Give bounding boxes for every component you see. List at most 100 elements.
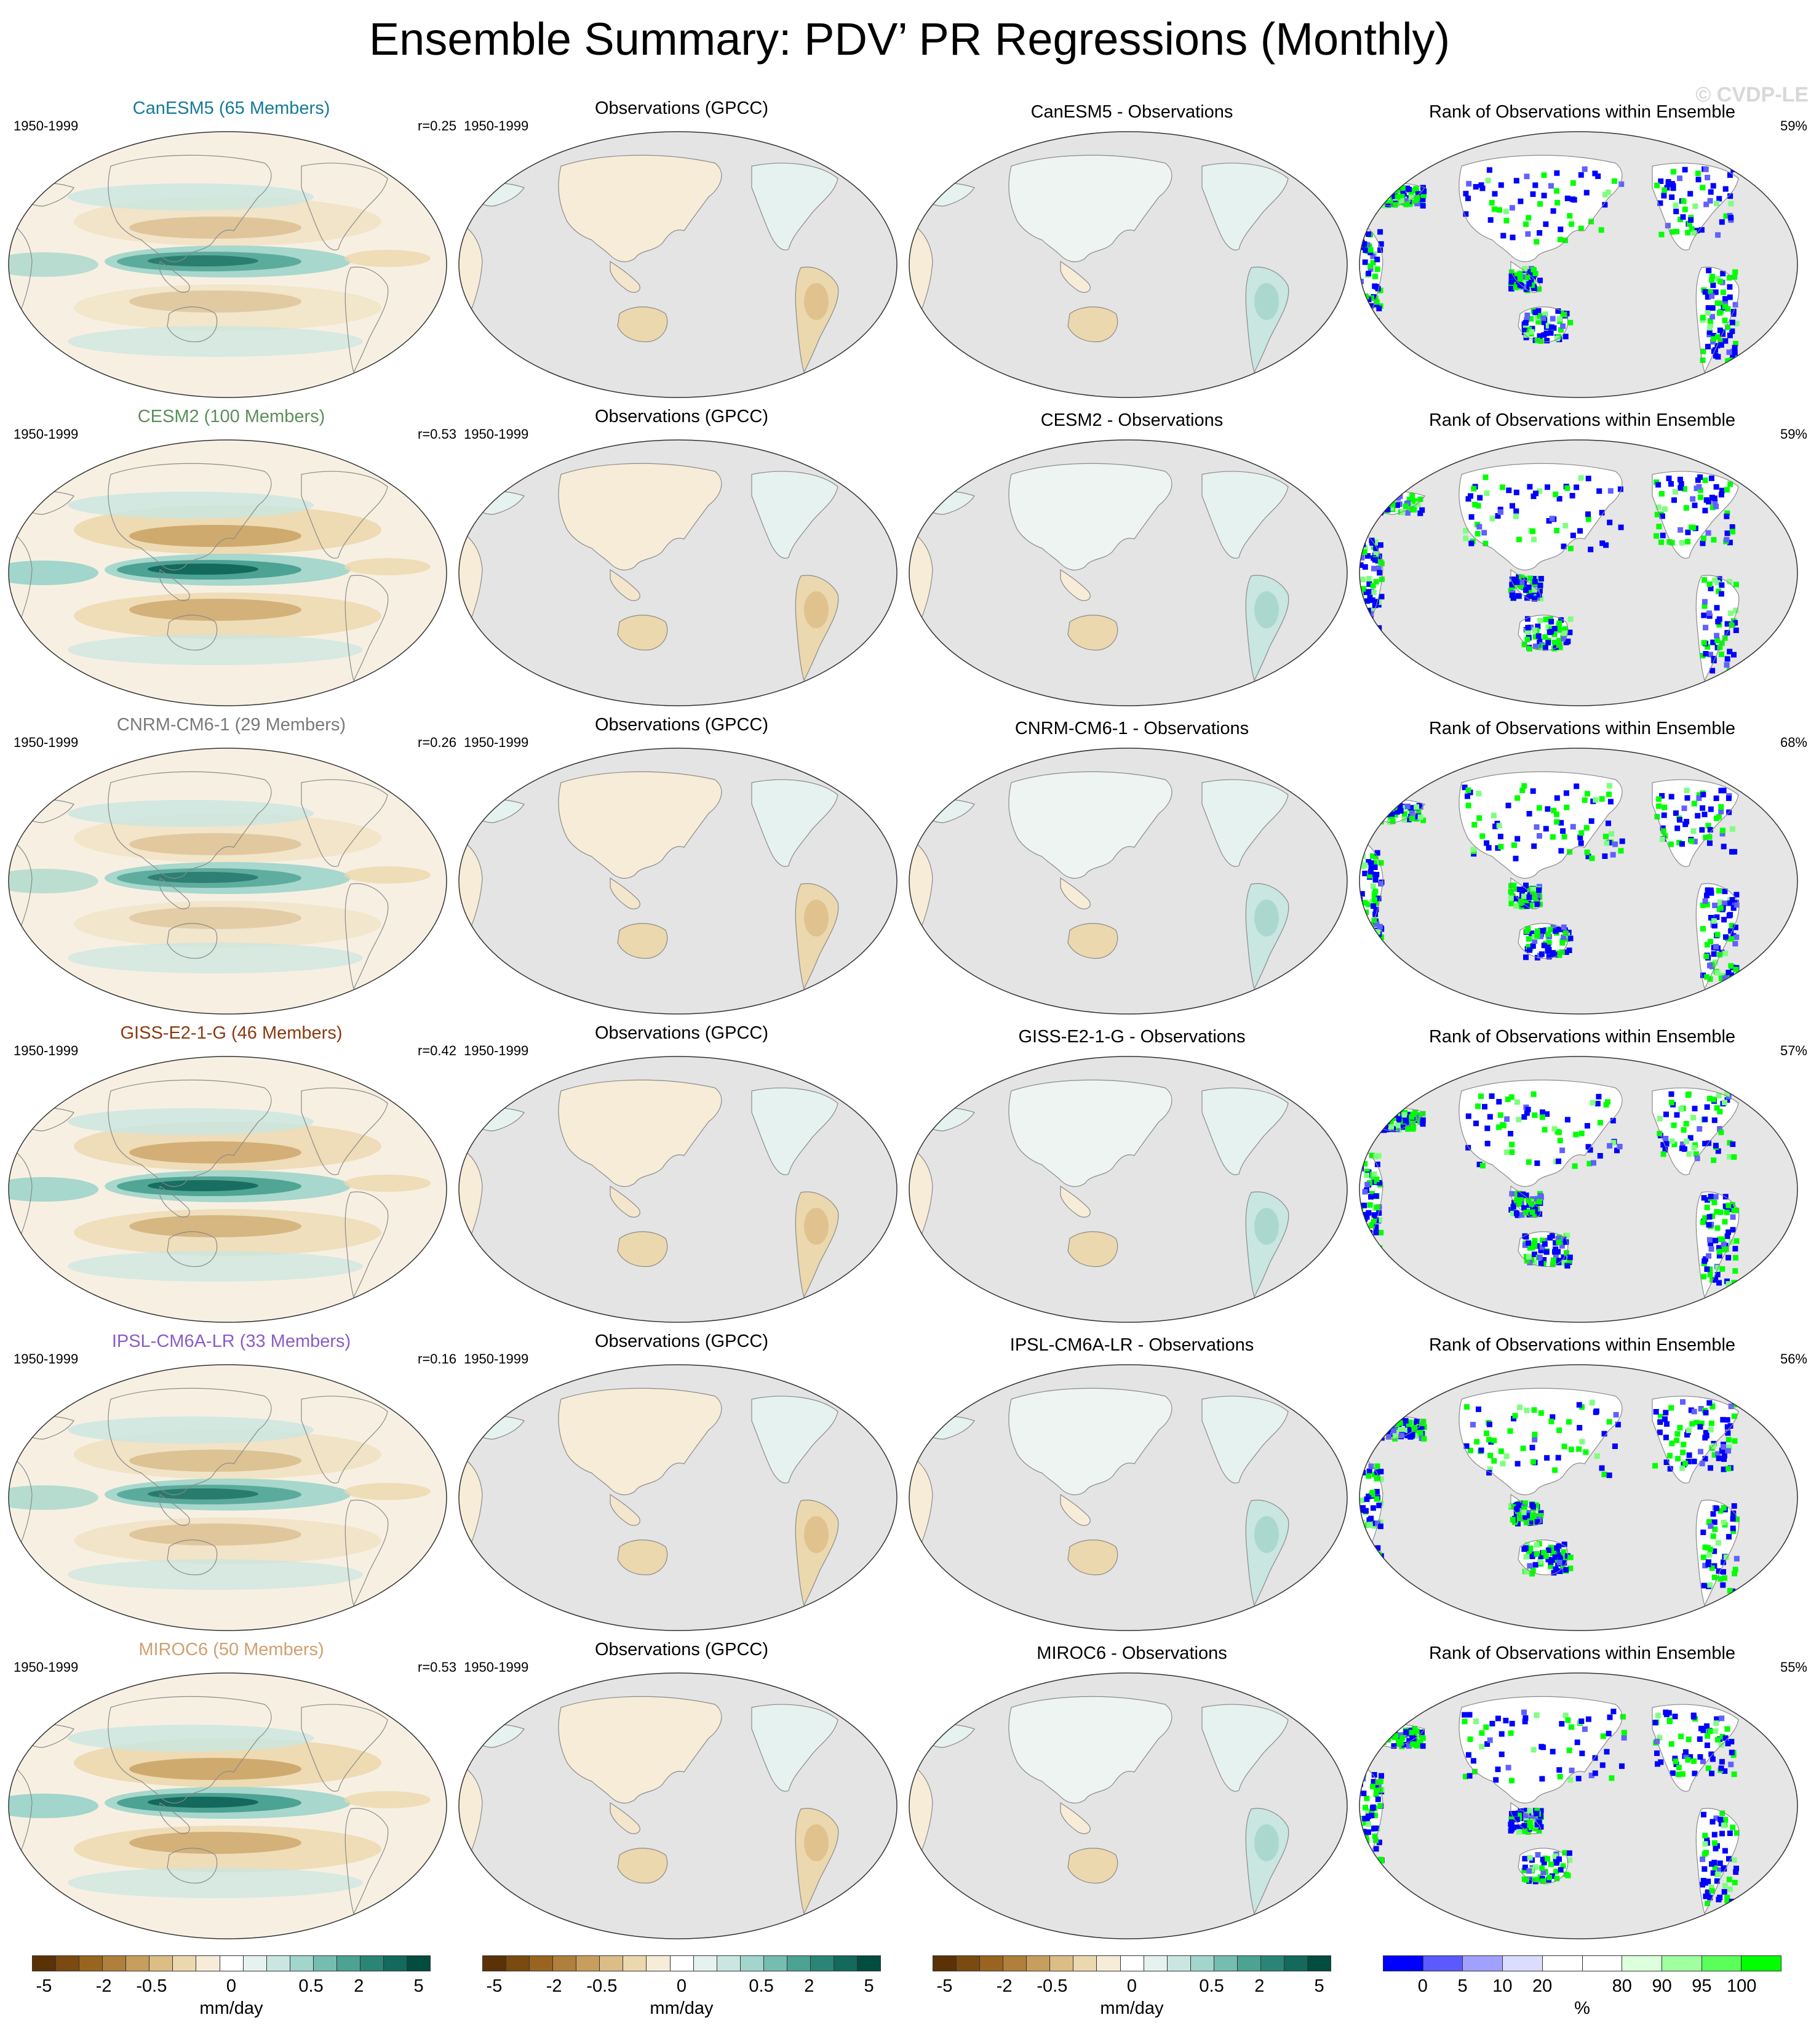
period-label: 1950-1999 [14,118,79,134]
colorbar-swatch [763,1956,787,1971]
panel-title: MIROC6 - Observations [1037,1643,1227,1663]
pattern-correlation: r=0.25 [418,118,456,134]
colorbar-swatch [149,1956,173,1971]
colorbar-swatches [32,1955,431,1971]
map-panel-diff: CESM2 - Observations [907,407,1357,708]
colorbar-tick-label: -2 [95,1976,112,1996]
panel-title: Observations (GPCC) [594,1331,768,1351]
map-panel-rank: Rank of Observations within Ensemble 55% [1357,1640,1807,1941]
colorbar-tick-label: -2 [996,1976,1013,1996]
colorbar-swatch [740,1956,764,1971]
panel-title: MIROC6 (50 Members) [138,1640,324,1659]
colorbar-tick-label: 0 [676,1976,687,1996]
colorbar-swatch [1383,1956,1423,1971]
colorbar-swatch [717,1956,741,1971]
colorbar-tick-label: -5 [486,1976,503,1996]
panel-title: Rank of Observations within Ensemble [1428,1335,1736,1355]
rank-percentage: 55% [1780,1659,1807,1675]
colorbar-tick-label: 0 [1126,1976,1137,1996]
map-panel-model: MIROC6 (50 Members) 1950-1999 r=0.53 [6,1640,456,1941]
map-panel-rank: Rank of Observations within Ensemble 59% [1357,407,1807,708]
colorbar-swatch [243,1956,267,1971]
obs-map [458,1672,898,1939]
colorbar-swatch [1027,1956,1051,1971]
panel-title: CESM2 - Observations [1040,410,1224,430]
colorbar-swatches [482,1955,881,1971]
colorbar-tick-label: 0.5 [1199,1976,1224,1996]
diff-map [909,131,1348,398]
period-label: 1950-1999 [14,735,79,750]
map-panel-rank: Rank of Observations within Ensemble 68% [1357,715,1807,1016]
colorbar-tick-label: 80 [1612,1976,1632,1996]
map-panel-rank: Rank of Observations within Ensemble 57% [1357,1023,1807,1325]
rank-percentage: 57% [1780,1043,1807,1058]
colorbar-swatch [1097,1956,1121,1971]
diff-map [909,439,1348,706]
colorbar-swatch [313,1956,337,1971]
colorbar-swatch [126,1956,150,1971]
pattern-correlation: r=0.16 [418,1351,456,1367]
colorbar-swatch [1050,1956,1074,1971]
map-panel-diff: CanESM5 - Observations [907,98,1357,400]
rank-map [1359,1056,1798,1323]
colorbar-swatches [1383,1955,1781,1971]
colorbar-swatch [1120,1956,1144,1971]
panel-title: GISS-E2-1-G - Observations [1018,1027,1246,1047]
colorbar-swatch [553,1956,577,1971]
map-panel-diff: IPSL-CM6A-LR - Observations [907,1331,1357,1633]
map-panel-obs: Observations (GPCC) 1950-1999 [456,1023,907,1325]
colorbar-tick-label: 0.5 [298,1976,324,1996]
colorbar-tick-label: -5 [36,1976,52,1996]
colorbar-swatch [33,1956,57,1971]
colorbar-tick-label: 95 [1692,1976,1712,1996]
colorbar-swatch [1662,1956,1702,1971]
rank-map [1359,1672,1798,1939]
colorbar-swatch [933,1956,957,1971]
map-panel-obs: Observations (GPCC) 1950-1999 [456,407,907,708]
map-panel-model: CESM2 (100 Members) 1950-1999 r=0.53 [6,407,456,708]
panel-title: Rank of Observations within Ensemble [1428,102,1736,122]
colorbar-swatch [1167,1956,1191,1971]
pattern-correlation: r=0.26 [418,735,456,750]
colorbar-swatch [1237,1956,1261,1971]
colorbar-tick-label: -0.5 [136,1976,167,1996]
map-panel-obs: Observations (GPCC) 1950-1999 [456,715,907,1016]
colorbar-swatch [1284,1956,1308,1971]
colorbar-tick-label: 5 [1314,1976,1324,1996]
colorbar-tick-label: 90 [1652,1976,1672,1996]
period-label: 1950-1999 [464,1043,529,1058]
rank-percentage: 68% [1780,735,1807,750]
obs-map [458,1056,898,1323]
colorbar-swatch [1582,1956,1623,1971]
pattern-correlation: r=0.53 [418,426,456,442]
colorbar-swatch [1144,1956,1168,1971]
panel-title: Rank of Observations within Ensemble [1428,1643,1736,1663]
colorbar: -5 -2 -0.5 0 0.5 2 5 mm/day [482,1955,881,2029]
panel-title: CNRM-CM6-1 (29 Members) [116,715,346,735]
colorbar-tick-label: 2 [354,1976,364,1996]
panel-title: CNRM-CM6-1 - Observations [1014,719,1249,738]
colorbar-swatch [79,1956,103,1971]
colorbar-tick-label: -0.5 [1037,1976,1068,1996]
colorbar-tick-label: 0 [1417,1976,1428,1996]
map-panel-rank: Rank of Observations within Ensemble 56% [1357,1331,1807,1633]
pattern-correlation: r=0.42 [418,1043,456,1058]
panel-title: Observations (GPCC) [594,98,768,118]
colorbar-swatch [647,1956,671,1971]
colorbar-swatch [336,1956,360,1971]
map-panel-model: GISS-E2-1-G (46 Members) 1950-1999 r=0.42 [6,1023,456,1325]
colorbar-tick-label: -2 [546,1976,562,1996]
period-label: 1950-1999 [14,1043,79,1058]
colorbar-swatch [1463,1956,1503,1971]
colorbar-swatch [360,1956,384,1971]
colorbar-unit: mm/day [1100,1998,1164,2018]
colorbar-swatch [576,1956,600,1971]
colorbar-tick-label: 5 [1457,1976,1468,1996]
colorbar-swatch [1190,1956,1214,1971]
colorbar-swatch [1260,1956,1284,1971]
colorbar-swatch [600,1956,624,1971]
period-label: 1950-1999 [14,1351,79,1367]
colorbar: -5 -2 -0.5 0 0.5 2 5 mm/day [933,1955,1331,2029]
panel-title: Rank of Observations within Ensemble [1428,1027,1736,1047]
colorbar-unit: % [1574,1998,1590,2018]
